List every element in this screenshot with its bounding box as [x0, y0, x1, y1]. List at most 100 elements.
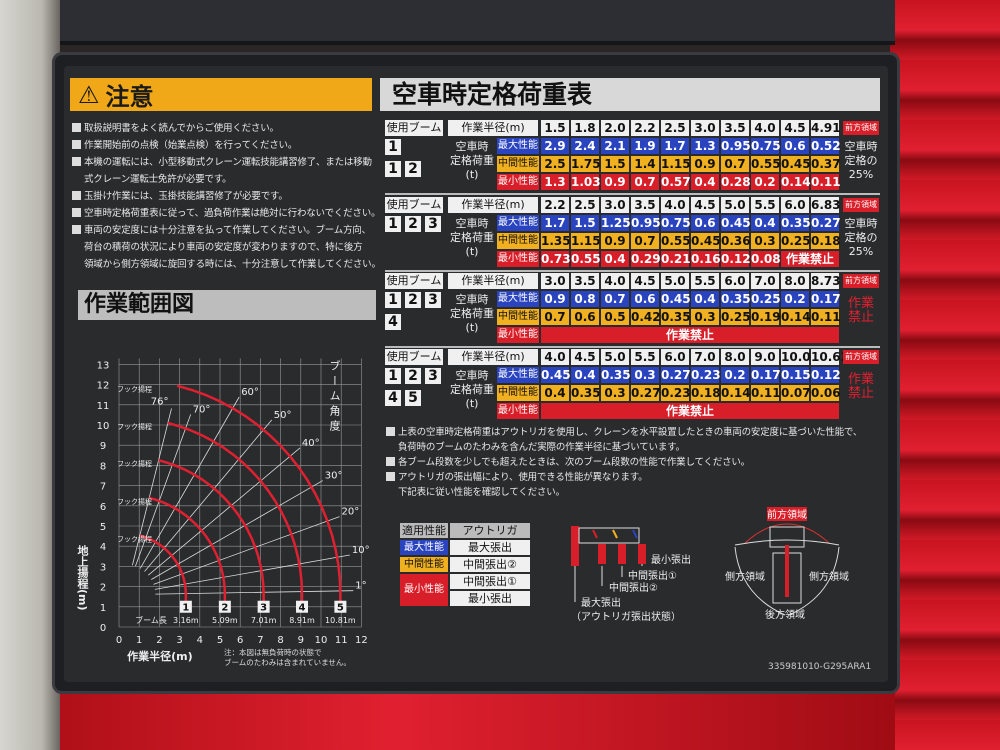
- load-cell-mid: 0.4: [541, 385, 569, 401]
- load-cell-mid: 0.14: [781, 309, 811, 325]
- load-cell-max: 0.12: [811, 367, 841, 383]
- radius-cell: 6.0: [781, 197, 809, 213]
- boom-length: 8.91m: [289, 616, 315, 625]
- radius-cell: 7.0: [751, 273, 779, 289]
- bullet-square-icon: [72, 191, 81, 200]
- hook-height-curve: [139, 534, 188, 609]
- hook-height-label: フック揚程: [117, 422, 152, 431]
- caution-note: 作業開始前の点検（始業点検）を行ってください。: [72, 137, 377, 154]
- bullet-square-icon: [72, 208, 81, 217]
- x-tick-label: 2: [156, 635, 162, 646]
- load-cell-mid: 0.14: [721, 385, 751, 401]
- load-cell-max: 0.23: [691, 367, 721, 383]
- boom-number: 4: [299, 603, 306, 614]
- rated-load-label-line: 定格荷重: [450, 307, 494, 320]
- y-tick-label: 12: [97, 381, 110, 392]
- working-range-title: 作業範囲図: [78, 290, 376, 320]
- load-cell-min: 0.4: [601, 251, 629, 267]
- legend-header-perf: 適用性能: [400, 523, 448, 538]
- load-cell-max: 1.25: [601, 215, 631, 231]
- side-note: 作業 禁止: [841, 297, 881, 325]
- hook-height-curve: [176, 384, 342, 609]
- perf-label-mid: 中間性能: [497, 309, 539, 325]
- side-note-line: 作業: [847, 296, 874, 311]
- load-cell-mid: 0.23: [661, 385, 691, 401]
- table-divider: [385, 193, 880, 195]
- note-cont: 下記表に従い性能を確認してください。: [398, 487, 565, 498]
- load-cell-mid: 0.45: [691, 233, 721, 249]
- radius-cell: 2.2: [541, 197, 569, 213]
- caution-title: 注意: [105, 83, 154, 111]
- radius-header: 作業半径(m): [448, 120, 538, 136]
- boom-angle-label: 10°: [352, 545, 370, 556]
- front-area-badge: 前方領域: [843, 274, 879, 288]
- hook-height-curve: [158, 459, 265, 609]
- side-note: 空車時 定格の 25%: [841, 140, 881, 182]
- load-cell-max: 0.2: [781, 291, 809, 307]
- note: アウトリガの張出幅により、使用できる性能が異なります。: [386, 470, 881, 485]
- rated-load-label-line: 空車時: [455, 217, 489, 230]
- caution-notes: 取扱説明書をよく読んでからご使用ください。作業開始前の点検（始業点検）を行ってく…: [72, 120, 381, 273]
- radius-cell: 2.5: [661, 120, 689, 136]
- boom-number: 2: [405, 161, 421, 177]
- boom-number-box: [218, 600, 231, 613]
- boom-angle-label: 20°: [342, 507, 360, 518]
- load-cell-mid: 0.27: [631, 385, 661, 401]
- perf-label-max: 最大性能: [497, 138, 539, 154]
- radius-cell: 3.5: [631, 197, 659, 213]
- rated-load-label: 空車時 定格荷重 (t): [448, 369, 496, 411]
- y-tick-label: 1: [100, 603, 106, 614]
- load-cell-max: 0.3: [631, 367, 659, 383]
- outrigger-max: [571, 526, 579, 566]
- load-cell-max: 2.1: [601, 138, 629, 154]
- hook-height-label: フック揚程: [117, 459, 152, 468]
- boom-number: 5: [405, 390, 421, 406]
- hook-height-curve: [148, 496, 227, 609]
- load-cell-max: 0.7: [601, 291, 629, 307]
- load-cell-max: 2.9: [541, 138, 569, 154]
- caution-note-text: 作業開始前の点検（始業点検）を行ってください。: [84, 140, 298, 151]
- radius-cell: 4.0: [541, 349, 569, 365]
- front-area-label: 前方領域: [767, 508, 807, 521]
- side-note-line: 空車時: [844, 140, 878, 153]
- load-cell-mid: 0.3: [751, 233, 779, 249]
- crane-base: [60, 690, 895, 750]
- caution-note-text: 玉掛け作業には、玉掛技能講習修了が必要です。: [84, 191, 288, 202]
- load-cell-mid: 0.7: [541, 309, 569, 325]
- caution-note-text: 取扱説明書をよく読んでからご使用ください。: [84, 123, 279, 134]
- load-cell-max: 0.25: [751, 291, 781, 307]
- load-cell-max: 2.4: [571, 138, 599, 154]
- radius-cell: 5.0: [721, 197, 749, 213]
- load-cell-mid: 0.42: [631, 309, 661, 325]
- radius-header: 作業半径(m): [448, 349, 538, 365]
- work-prohibited: 作業禁止: [541, 327, 839, 343]
- load-cell-mid: 1.15: [661, 156, 691, 172]
- boom-angle-line: [148, 447, 301, 576]
- radius-cell: 5.5: [691, 273, 719, 289]
- load-cell-min: 0.2: [751, 174, 779, 190]
- boom-angle-label: 60°: [241, 387, 259, 398]
- load-cell-max: 0.35: [721, 291, 751, 307]
- boom-angle-line: [144, 419, 273, 572]
- load-cell-max: 0.35: [781, 215, 811, 231]
- load-cell-min: 0.4: [691, 174, 719, 190]
- side-area-right: 側方領域: [809, 570, 849, 583]
- radius-cell: 10.0: [781, 349, 811, 365]
- y-tick-label: 6: [100, 502, 106, 513]
- load-cell-mid: 0.9: [601, 233, 629, 249]
- bullet-square-icon: [386, 457, 395, 466]
- label-max-extension: 最大張出: [581, 596, 621, 609]
- load-cell-max: 0.95: [721, 138, 751, 154]
- load-cell-max: 0.75: [661, 215, 691, 231]
- bullet-square-icon: [386, 427, 395, 436]
- load-cell-mid: 0.45: [781, 156, 811, 172]
- rated-load-label-line: (t): [465, 168, 479, 181]
- boom-number: 3: [425, 216, 441, 232]
- caution-note-text: 本機の運転には、小型移動式クレーン運転技能講習修了、または移動: [84, 157, 372, 168]
- legend-extension: 最小張出: [450, 591, 530, 606]
- load-cell-mid: 0.55: [661, 233, 691, 249]
- front-area-badge: 前方領域: [843, 198, 879, 212]
- load-cell-max: 1.9: [631, 138, 659, 154]
- caution-note-text: 空車時定格荷重表に従って、過負荷作業は絶対に行わないでください。: [84, 208, 381, 219]
- radius-cell: 2.0: [601, 120, 629, 136]
